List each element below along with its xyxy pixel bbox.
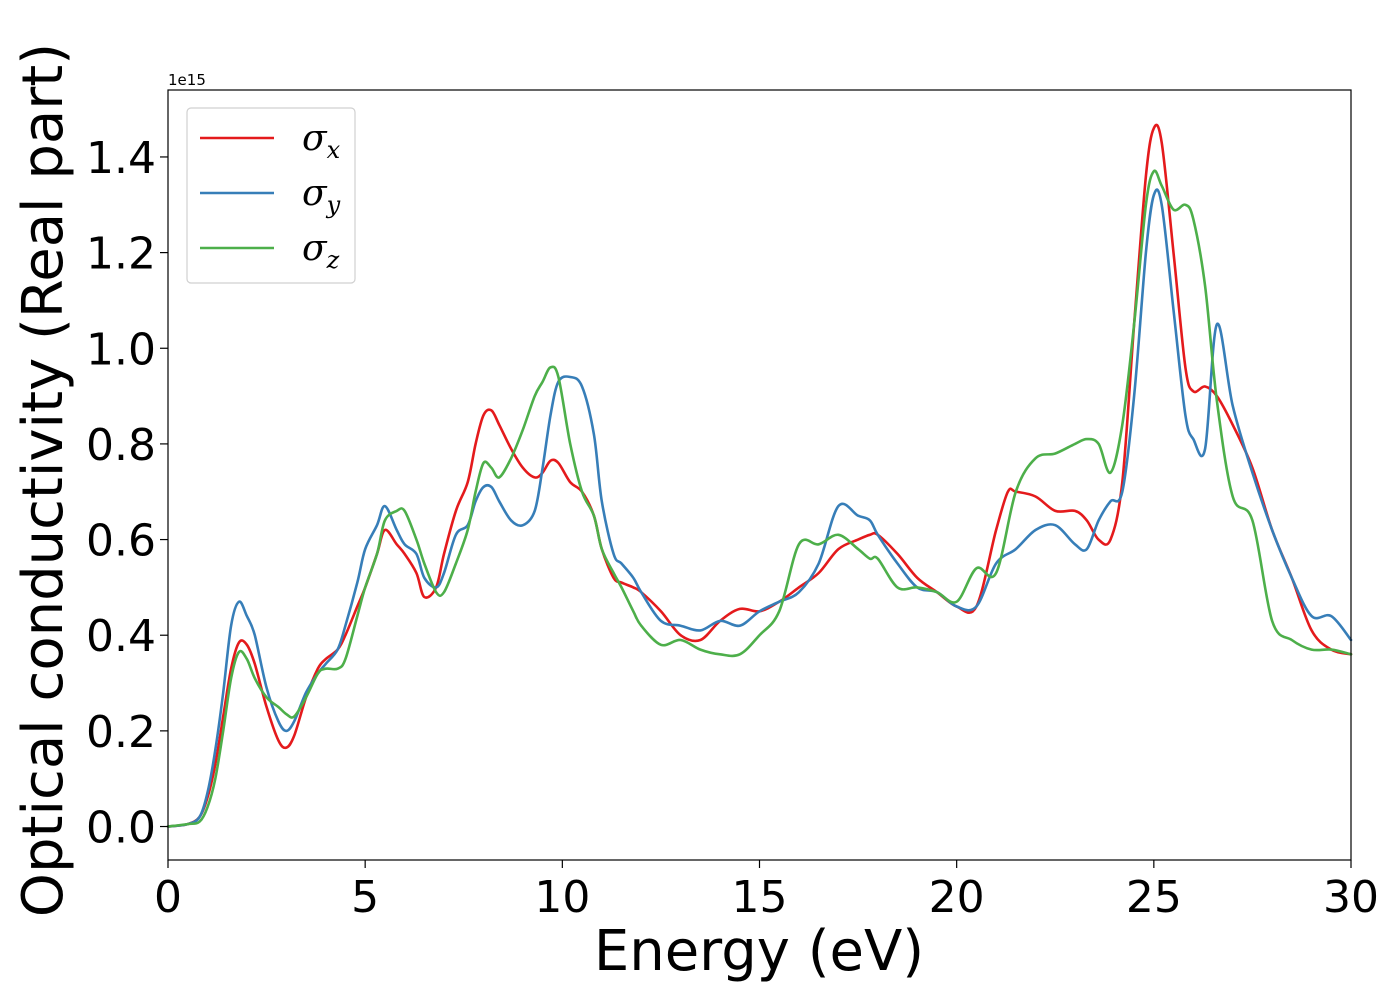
x-tick-label: 30 (1323, 872, 1379, 923)
y-axis-label: Optical conductivity (Real part) (11, 43, 76, 917)
y-tick-label: 0.8 (86, 420, 156, 471)
y-tick-label: 1.0 (86, 324, 156, 375)
series-line-z (166, 169, 1353, 828)
y-tick-label: 1.4 (86, 133, 156, 184)
x-axis-label: Energy (eV) (594, 919, 924, 984)
y-axis: 0.0 0.2 0.4 0.6 0.8 1.0 1.2 1.4 (86, 133, 168, 854)
x-tick-label: 5 (351, 872, 379, 923)
y-tick-label: 0.6 (86, 516, 156, 567)
series-layer (166, 123, 1353, 828)
x-tick-label: 15 (732, 872, 788, 923)
x-tick-label: 25 (1126, 872, 1182, 923)
y-tick-label: 0.4 (86, 611, 156, 662)
legend-box (186, 107, 356, 284)
y-offset-label: 1e15 (168, 71, 206, 89)
x-tick-label: 20 (929, 872, 985, 923)
x-tick-label: 10 (534, 872, 590, 923)
legend-label-y: σy (302, 173, 341, 219)
x-tick-label: 0 (154, 872, 182, 923)
x-axis: 0 5 10 15 20 25 30 (154, 860, 1379, 923)
y-tick-label: 0.2 (86, 707, 156, 758)
y-tick-label: 0.0 (86, 803, 156, 854)
plot-background (168, 90, 1351, 860)
y-tick-label: 1.2 (86, 229, 156, 280)
